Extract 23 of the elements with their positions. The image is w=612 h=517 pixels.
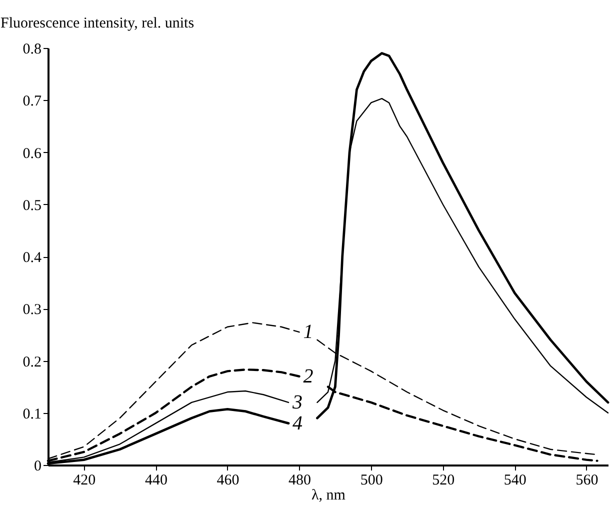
series-label: 4 xyxy=(292,412,303,434)
x-axis-title: λ, nm xyxy=(312,488,346,504)
x-tick-label: 420 xyxy=(73,472,96,488)
x-tick-label: 460 xyxy=(216,472,240,488)
x-tick-label: 480 xyxy=(288,472,312,488)
y-tick-label: 0.8 xyxy=(22,42,42,58)
y-tick-label: 0.1 xyxy=(22,406,42,422)
x-tick-label: 500 xyxy=(360,472,383,488)
y-tick-label: 0.3 xyxy=(22,302,42,318)
y-tick-label: 0.7 xyxy=(22,94,42,110)
x-tick-label: 540 xyxy=(504,472,526,488)
y-tick-label: 0.5 xyxy=(22,198,42,214)
x-tick-label: 440 xyxy=(144,472,168,488)
y-tick-label: 0.6 xyxy=(22,146,42,162)
y-axis-title: Fluorescence intensity, rel. units xyxy=(0,16,194,32)
series-label: 2 xyxy=(303,365,314,388)
y-tick-label: 0.4 xyxy=(22,250,42,266)
y-tick-label: 0.2 xyxy=(22,354,42,370)
series-label: 1 xyxy=(303,321,314,344)
series-label: 3 xyxy=(292,391,303,414)
x-tick-label: 520 xyxy=(432,472,455,488)
x-tick-label: 560 xyxy=(576,472,598,488)
y-tick-label: 0 xyxy=(34,458,42,474)
